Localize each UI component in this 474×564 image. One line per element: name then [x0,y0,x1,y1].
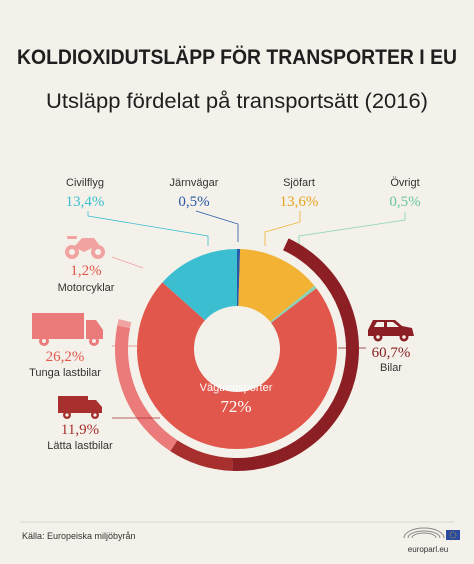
page-subtitle: Utsläpp fördelat på transportsätt (2016) [46,90,428,113]
page-title: KOLDIOXIDUTSLÄPP FÖR TRANSPORTER I EU [17,46,457,69]
inner-slice-civilflyg [162,249,237,321]
outer-slice-bilar [232,238,359,471]
leader-jarnvagar [195,210,239,242]
inner-slice-ovrigt [270,285,317,323]
truck-icon [32,313,103,346]
value-motorcyklar: 1,2% [70,263,101,279]
value-vagtransporter: 72% [220,397,251,416]
outer-slice-tunga-lastbilar [114,325,178,452]
european-parliament-logo: europarl.eu [403,527,460,554]
value-tunga-lastbilar: 26,2% [46,349,85,365]
inner-slice-vagtransporter [137,282,337,449]
label-sjofart: Sjöfart [283,177,315,189]
label-vagtransporter: Vägtransporter [200,382,273,394]
outer-slice-motorcyklar [117,319,132,329]
car-icon [368,320,414,342]
value-ovrigt: 0,5% [389,194,420,210]
van-icon [58,396,102,419]
label-latta-lastbilar: Lätta lastbilar [47,440,113,452]
label-motorcyklar: Motorcyklar [58,282,115,294]
value-civilflyg: 13,4% [66,194,105,210]
motorcycle-icon [65,236,105,259]
outer-ring [114,238,359,471]
value-sjofart: 13,6% [280,194,319,210]
label-jarnvagar: Järnvägar [170,177,219,189]
leader-civilflyg [87,211,209,246]
inner-slice-sjofart [238,249,315,322]
leader-motorcyklar [111,256,144,269]
outer-slice-latta-lastbilar [170,440,233,471]
leader-ovrigt [298,212,406,260]
label-ovrigt: Övrigt [390,177,419,189]
inner-ring [137,249,337,449]
logo-text: europarl.eu [408,545,448,554]
eu-flag-icon [446,530,460,540]
source-note: Källa: Europeiska miljöbyrån [22,531,136,541]
leader-sjofart [264,211,301,246]
label-tunga-lastbilar: Tunga lastbilar [29,367,101,379]
value-latta-lastbilar: 11,9% [61,422,99,438]
inner-slice-jarnvagar [237,249,241,307]
label-civilflyg: Civilflyg [66,177,104,189]
value-bilar: 60,7% [372,345,411,361]
value-jarnvagar: 0,5% [178,194,209,210]
label-bilar: Bilar [380,362,402,374]
